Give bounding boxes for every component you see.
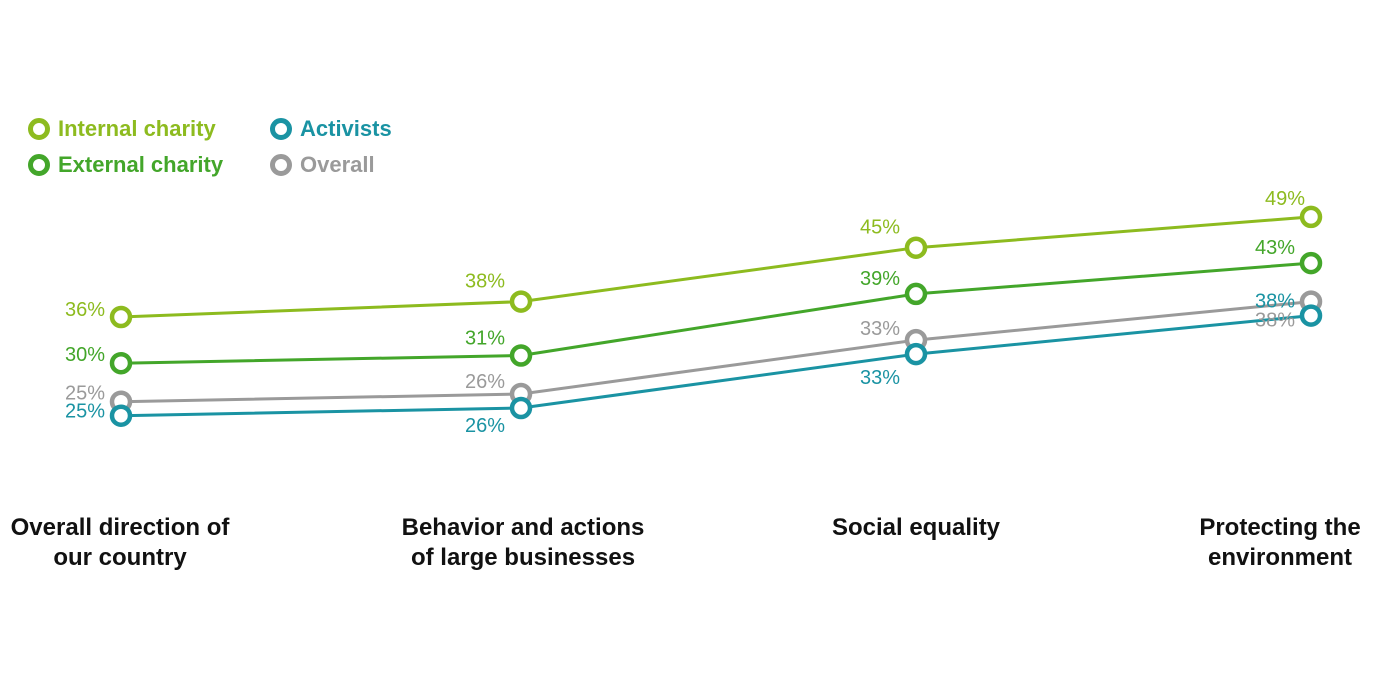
data-label: 38% bbox=[1255, 310, 1295, 332]
series-points bbox=[109, 205, 1323, 427]
data-point bbox=[509, 396, 533, 420]
data-point bbox=[904, 282, 928, 306]
data-label: 25% bbox=[65, 383, 105, 405]
series-line-activists bbox=[120, 314, 1312, 418]
data-label: 33% bbox=[860, 367, 900, 389]
data-label: 49% bbox=[1265, 188, 1305, 210]
data-point bbox=[509, 290, 533, 313]
data-label: 30% bbox=[65, 344, 105, 366]
legend-marker-icon bbox=[28, 118, 50, 140]
data-label: 39% bbox=[860, 268, 900, 290]
data-point bbox=[109, 305, 133, 329]
x-axis-category-label: Social equality bbox=[831, 514, 1001, 541]
data-label: 38% bbox=[465, 271, 505, 293]
data-label: 36% bbox=[65, 299, 105, 321]
legend: Internal charity External charity Activi… bbox=[28, 116, 448, 196]
series-line-overall bbox=[120, 300, 1312, 404]
legend-item-overall: Overall bbox=[270, 152, 375, 178]
legend-item-external-charity: External charity bbox=[28, 152, 223, 178]
data-label: 43% bbox=[1255, 237, 1295, 259]
x-axis-category-label: Overall direction of our country bbox=[10, 514, 230, 571]
data-point bbox=[904, 342, 928, 366]
data-labels: 36% 38% 45% 49% 30% 31% 39% 43% 25% 26% 33% 38% 25% 2… bbox=[65, 188, 1305, 437]
x-axis-category-label: Protecting the environment bbox=[1199, 514, 1361, 571]
series-lines bbox=[120, 215, 1312, 418]
data-label: 25% bbox=[65, 401, 105, 423]
data-label: 38% bbox=[1255, 291, 1295, 313]
data-point bbox=[1299, 304, 1323, 327]
legend-item-internal-charity: Internal charity bbox=[28, 116, 216, 142]
data-label: 26% bbox=[465, 415, 505, 437]
legend-item-activists: Activists bbox=[270, 116, 392, 142]
data-label: 45% bbox=[860, 217, 900, 239]
legend-marker-icon bbox=[270, 154, 292, 176]
data-point bbox=[109, 404, 133, 427]
legend-label: Overall bbox=[300, 152, 375, 177]
data-point bbox=[1299, 205, 1323, 229]
legend-marker-icon bbox=[28, 154, 50, 176]
data-label: 33% bbox=[860, 318, 900, 340]
legend-label: External charity bbox=[58, 152, 224, 177]
data-point bbox=[109, 351, 133, 375]
series-line-internal-charity bbox=[120, 215, 1312, 319]
data-label: 31% bbox=[465, 328, 505, 350]
data-point bbox=[904, 236, 928, 259]
data-point bbox=[1299, 251, 1323, 275]
data-label: 26% bbox=[465, 371, 505, 393]
legend-label: Activists bbox=[300, 116, 392, 141]
x-axis-category-label: Behavior and actions of large businesses bbox=[401, 514, 645, 571]
data-point bbox=[509, 344, 533, 367]
legend-label: Internal charity bbox=[58, 116, 216, 141]
legend-marker-icon bbox=[270, 118, 292, 140]
series-line-external-charity bbox=[120, 261, 1312, 365]
